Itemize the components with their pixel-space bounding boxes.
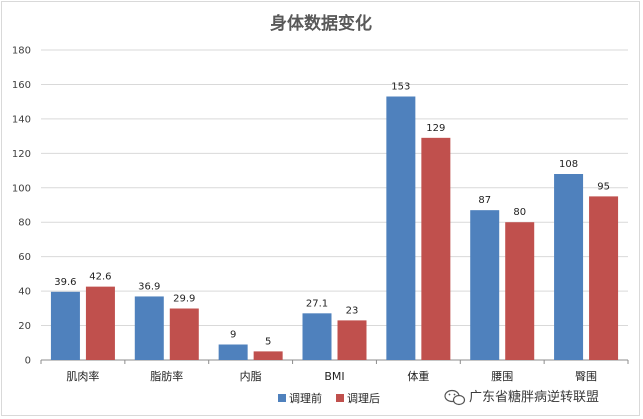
data-label: 108 — [559, 159, 578, 170]
y-tick-label: 20 — [18, 321, 31, 332]
data-label: 27.1 — [306, 298, 328, 309]
legend-swatch — [336, 394, 344, 402]
data-label: 29.9 — [173, 294, 195, 305]
data-label: 36.9 — [138, 281, 160, 292]
y-tick-label: 40 — [18, 287, 31, 298]
data-label: 23 — [346, 305, 359, 316]
bar — [85, 286, 115, 360]
bar — [554, 174, 584, 360]
bar — [169, 308, 199, 360]
chart-title: 身体数据变化 — [270, 13, 372, 34]
data-label: 87 — [478, 195, 491, 206]
legend-label: 调理前 — [289, 391, 322, 405]
data-label: 95 — [597, 181, 610, 192]
bar — [337, 320, 367, 360]
y-axis: 0 20 40 60 80 100 120 140 160 180 — [12, 46, 31, 367]
data-label: 153 — [391, 82, 410, 93]
bar — [589, 196, 619, 360]
y-tick-label: 60 — [18, 252, 31, 263]
y-tick-label: 180 — [12, 46, 31, 57]
bar — [134, 296, 164, 360]
bar — [302, 313, 332, 360]
y-tick-label: 160 — [12, 80, 31, 91]
x-tick-label: 内脂 — [240, 369, 262, 383]
x-tick-label: 脂肪率 — [150, 369, 183, 383]
x-tick-label: 体重 — [407, 369, 429, 383]
x-axis: 肌肉率 脂肪率 内脂 BMI 体重 腰围 臀围 — [40, 360, 629, 383]
y-tick-label: 80 — [18, 218, 31, 229]
watermark-text: 广东省糖胖病逆转联盟 — [469, 389, 599, 405]
y-tick-label: 0 — [25, 356, 31, 367]
bar — [505, 222, 535, 360]
data-label: 129 — [426, 123, 445, 134]
x-tick-label: 腰围 — [491, 370, 513, 383]
x-tick-label: 肌肉率 — [66, 369, 99, 383]
bar — [386, 96, 416, 360]
data-label: 42.6 — [89, 272, 111, 283]
y-tick-label: 120 — [12, 149, 31, 160]
x-tick-label: 臀围 — [575, 370, 597, 383]
data-label: 39.6 — [54, 277, 76, 288]
y-tick-label: 140 — [12, 114, 31, 125]
bar — [218, 344, 248, 360]
y-tick-label: 100 — [12, 183, 31, 194]
data-label: 80 — [513, 207, 526, 218]
data-label: 5 — [265, 336, 271, 347]
legend: 调理前 调理后 — [278, 391, 380, 405]
x-tick-label: BMI — [324, 370, 344, 383]
wechat-icon — [444, 389, 466, 406]
gridlines — [41, 49, 628, 361]
legend-label: 调理后 — [347, 392, 380, 405]
bar — [421, 137, 451, 360]
bar — [253, 351, 283, 360]
bar — [470, 210, 500, 360]
data-label: 9 — [230, 330, 236, 341]
legend-swatch — [278, 394, 286, 402]
watermark: 广东省糖胖病逆转联盟 — [444, 389, 599, 406]
bar — [50, 291, 80, 360]
